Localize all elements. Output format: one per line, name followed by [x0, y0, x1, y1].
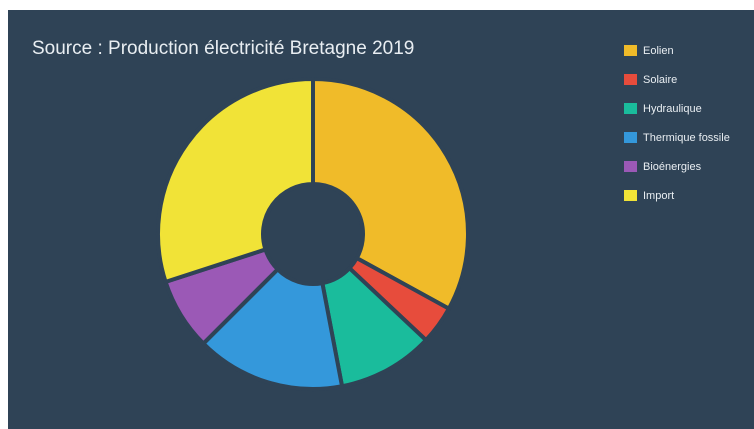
legend-label: Import [643, 189, 675, 202]
legend-swatch [624, 45, 637, 56]
chart-panel: Source : Production électricité Bretagne… [8, 10, 754, 429]
legend-label: Eolien [643, 44, 674, 57]
slice-eolien[interactable] [311, 77, 470, 311]
legend-item[interactable]: Hydraulique [624, 94, 730, 123]
legend-item[interactable]: Solaire [624, 65, 730, 94]
chart-title: Source : Production électricité Bretagne… [32, 38, 415, 59]
chart-legend: Eolien Solaire Hydraulique Thermique fossil… [624, 36, 730, 210]
slice-import[interactable] [156, 77, 315, 284]
legend-item[interactable]: Import [624, 181, 730, 210]
legend-item[interactable]: Eolien [624, 36, 730, 65]
legend-swatch [624, 103, 637, 114]
donut-chart [156, 77, 470, 391]
legend-item[interactable]: Thermique fossile [624, 123, 730, 152]
slice-thermique-fossile[interactable] [201, 267, 345, 391]
legend-swatch [624, 132, 637, 143]
legend-swatch [624, 190, 637, 201]
legend-label: Hydraulique [643, 102, 702, 115]
legend-label: Bioénergies [643, 160, 702, 173]
legend-label: Thermique fossile [643, 131, 730, 144]
legend-swatch [624, 161, 637, 172]
legend-label: Solaire [643, 73, 678, 86]
legend-item[interactable]: Bioénergies [624, 152, 730, 181]
legend-swatch [624, 74, 637, 85]
